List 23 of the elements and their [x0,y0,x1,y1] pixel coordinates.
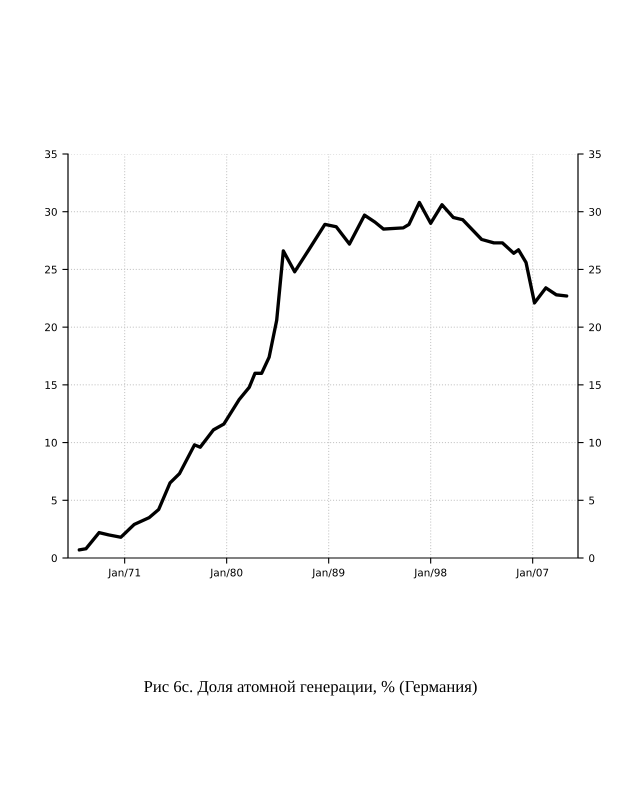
y2-tick-label: 0 [589,554,594,562]
y-tick-label: 20 [45,323,57,332]
line-series [78,200,568,552]
y-tick-label: 15 [45,381,57,389]
y2-tick-label: 10 [590,438,601,447]
y2-tick-label: 25 [589,266,601,274]
x-tick-label: Jan/80 [210,568,242,578]
y2-tick-label: 5 [589,496,594,504]
x-tick-label: Jan/07 [516,568,548,578]
y2-tick-label: 30 [589,208,601,216]
y-tick-label: 0 [52,554,57,562]
text: Рис 6с. Доля атомной генерации, % (Германия) [144,680,477,696]
x-tick-label: Jan/89 [312,568,344,578]
y-tick-label: 35 [45,150,57,158]
y2-tick-label: 35 [589,150,601,158]
x-tick-label: Jan/71 [108,568,140,578]
y-tick-label: 5 [52,496,57,504]
y-tick-label: 30 [45,208,57,216]
y2-tick-label: 15 [590,381,601,389]
y-tick-label: 10 [45,438,57,447]
x-tick-label: Jan/98 [414,568,446,578]
y-tick-label: 25 [45,266,57,274]
y2-tick-label: 20 [589,323,601,332]
